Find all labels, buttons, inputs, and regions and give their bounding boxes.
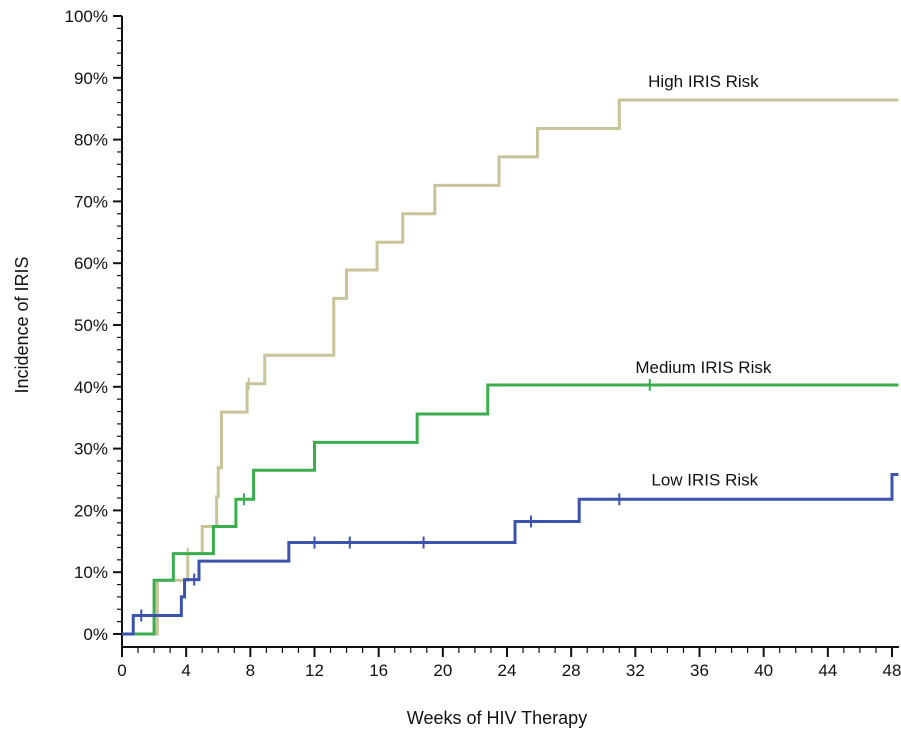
y-tick-label: 90% <box>74 69 108 88</box>
x-tick-label: 0 <box>117 661 126 680</box>
x-tick-label: 4 <box>181 661 190 680</box>
series-annotation: Medium IRIS Risk <box>635 358 772 377</box>
series-line <box>122 98 899 636</box>
series-annotation: High IRIS Risk <box>648 72 759 91</box>
x-tick-label: 12 <box>305 661 324 680</box>
x-tick-label: 20 <box>433 661 452 680</box>
x-tick-label: 8 <box>246 661 255 680</box>
y-tick-label: 10% <box>74 563 108 582</box>
series-annotation: Low IRIS Risk <box>651 471 758 490</box>
x-tick-label: 24 <box>498 661 517 680</box>
axes <box>121 16 899 648</box>
y-tick-label: 0% <box>83 625 108 644</box>
y-tick-label: 50% <box>74 316 108 335</box>
series-line <box>122 473 899 636</box>
y-ticks: 0% 10% 20% 30% 40% 50% 60% 70% 80% 90% 100% <box>65 7 122 644</box>
series-low-iris-risk <box>122 473 899 636</box>
x-tick-label: 32 <box>626 661 645 680</box>
y-tick-label: 40% <box>74 378 108 397</box>
y-tick-label: 60% <box>74 254 108 273</box>
series-line <box>122 383 899 636</box>
x-tick-label: 16 <box>369 661 388 680</box>
x-tick-label: 28 <box>562 661 581 680</box>
x-ticks: 0 4 8 12 16 20 24 28 32 36 40 44 48 <box>117 647 901 680</box>
x-tick-label: 40 <box>754 661 773 680</box>
y-axis-title: Incidence of IRIS <box>12 256 32 393</box>
y-tick-label: 100% <box>65 7 108 26</box>
series-high-iris-risk <box>122 98 899 636</box>
y-tick-label: 20% <box>74 501 108 520</box>
series-group <box>122 98 899 636</box>
x-tick-label: 44 <box>818 661 837 680</box>
x-axis-title: Weeks of HIV Therapy <box>407 708 587 728</box>
x-tick-label: 36 <box>690 661 709 680</box>
x-tick-label: 48 <box>883 661 901 680</box>
y-tick-label: 30% <box>74 440 108 459</box>
y-tick-label: 70% <box>74 192 108 211</box>
y-tick-label: 80% <box>74 131 108 150</box>
annotation-group: High IRIS Risk Medium IRIS Risk Low IRIS R… <box>635 72 772 490</box>
series-medium-iris-risk <box>122 378 899 636</box>
